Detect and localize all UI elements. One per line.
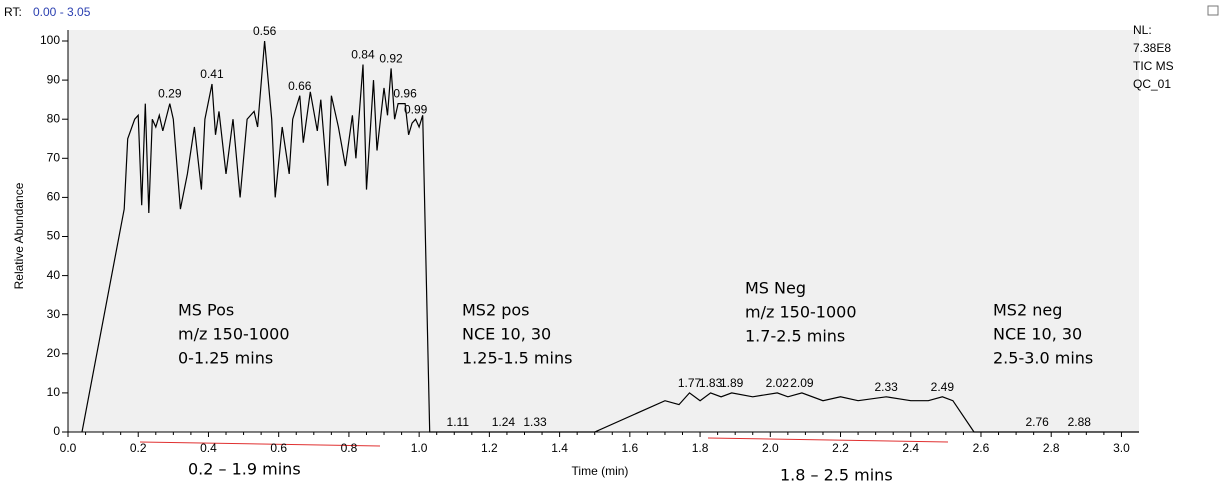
range-label: 0.2 – 1.9 mins <box>188 460 301 479</box>
method-annotation: m/z 150-1000 <box>178 325 290 344</box>
peak-label: 1.11 <box>447 415 470 429</box>
y-tick-label: 40 <box>47 268 61 282</box>
trace <box>81 40 1139 433</box>
y-tick-label: 100 <box>40 33 60 47</box>
peak-label: 2.88 <box>1068 415 1092 429</box>
peak-label: 2.33 <box>874 380 898 394</box>
x-tick-label: 2.4 <box>902 441 919 455</box>
peak-label: 0.92 <box>379 52 403 66</box>
peak-label: 0.99 <box>404 102 428 116</box>
peak-label: 1.77 <box>678 376 702 390</box>
peak-label: 2.02 <box>766 376 790 390</box>
method-annotation: NCE 10, 30 <box>462 325 551 344</box>
x-tick-label: 2.8 <box>1043 441 1060 455</box>
nl-value: 7.38E8 <box>1133 41 1171 55</box>
y-tick-label: 80 <box>47 111 61 125</box>
pin-icon[interactable] <box>1207 5 1219 16</box>
x-tick-label: 0.4 <box>200 441 217 455</box>
method-annotation: 1.25-1.5 mins <box>462 349 572 368</box>
method-annotation: NCE 10, 30 <box>993 325 1082 344</box>
x-tick-label: 2.2 <box>832 441 849 455</box>
x-tick-label: 0.8 <box>341 441 358 455</box>
y-tick-label: 0 <box>53 424 60 438</box>
y-axis-label: Relative Abundance <box>12 182 26 289</box>
x-tick-label: 1.4 <box>551 441 568 455</box>
peak-label: 2.49 <box>931 380 955 394</box>
y-tick-label: 50 <box>47 229 61 243</box>
x-tick-label: 0.6 <box>270 441 287 455</box>
peak-label: 1.33 <box>523 415 547 429</box>
range-underline <box>139 441 381 447</box>
x-tick-label: 2.6 <box>973 441 990 455</box>
x-tick-label: 1.8 <box>692 441 709 455</box>
peak-label: 1.24 <box>492 415 516 429</box>
peak-label: 0.29 <box>158 87 182 101</box>
range-underline <box>707 437 949 443</box>
y-tick-label: 90 <box>47 72 61 86</box>
x-axis-label: Time (min) <box>572 464 629 478</box>
peak-label: 0.41 <box>200 67 224 81</box>
x-tick-label: 3.0 <box>1113 441 1130 455</box>
y-tick-label: 10 <box>47 385 61 399</box>
rt-range: 0.00 - 3.05 <box>33 5 91 19</box>
nl-scan: TIC MS <box>1133 59 1174 73</box>
method-annotation: MS Neg <box>745 279 806 298</box>
rt-label: RT: <box>4 5 22 19</box>
peak-label: 1.83 <box>699 376 723 390</box>
x-tick-label: 2.0 <box>762 441 779 455</box>
peak-label: 2.76 <box>1025 415 1049 429</box>
method-annotation: MS2 pos <box>462 301 530 320</box>
method-annotation: m/z 150-1000 <box>745 303 857 322</box>
x-tick-label: 0.0 <box>60 441 77 455</box>
x-tick-label: 1.2 <box>481 441 498 455</box>
peak-label: 0.84 <box>351 48 375 62</box>
y-tick-label: 30 <box>47 307 61 321</box>
peak-label: 2.09 <box>790 376 814 390</box>
peak-label: 1.89 <box>720 376 744 390</box>
peak-label: 0.96 <box>393 87 417 101</box>
method-annotation: 1.7-2.5 mins <box>745 327 845 346</box>
y-tick-label: 60 <box>47 190 61 204</box>
nl-label: NL: <box>1133 23 1152 37</box>
nl-sample: QC_01 <box>1133 77 1171 91</box>
y-tick-label: 20 <box>47 346 61 360</box>
method-annotation: MS Pos <box>178 301 234 320</box>
method-annotation: 2.5-3.0 mins <box>993 349 1093 368</box>
x-tick-label: 0.2 <box>130 441 147 455</box>
y-tick-label: 70 <box>47 150 61 164</box>
plot-background <box>68 30 1139 432</box>
x-tick-label: 1.0 <box>411 441 428 455</box>
peak-label: 0.66 <box>288 79 312 93</box>
range-label: 1.8 – 2.5 mins <box>780 466 893 485</box>
method-annotation: MS2 neg <box>993 301 1062 320</box>
peak-label: 0.56 <box>253 24 277 38</box>
method-annotation: 0-1.25 mins <box>178 349 273 368</box>
x-tick-label: 1.6 <box>621 441 638 455</box>
